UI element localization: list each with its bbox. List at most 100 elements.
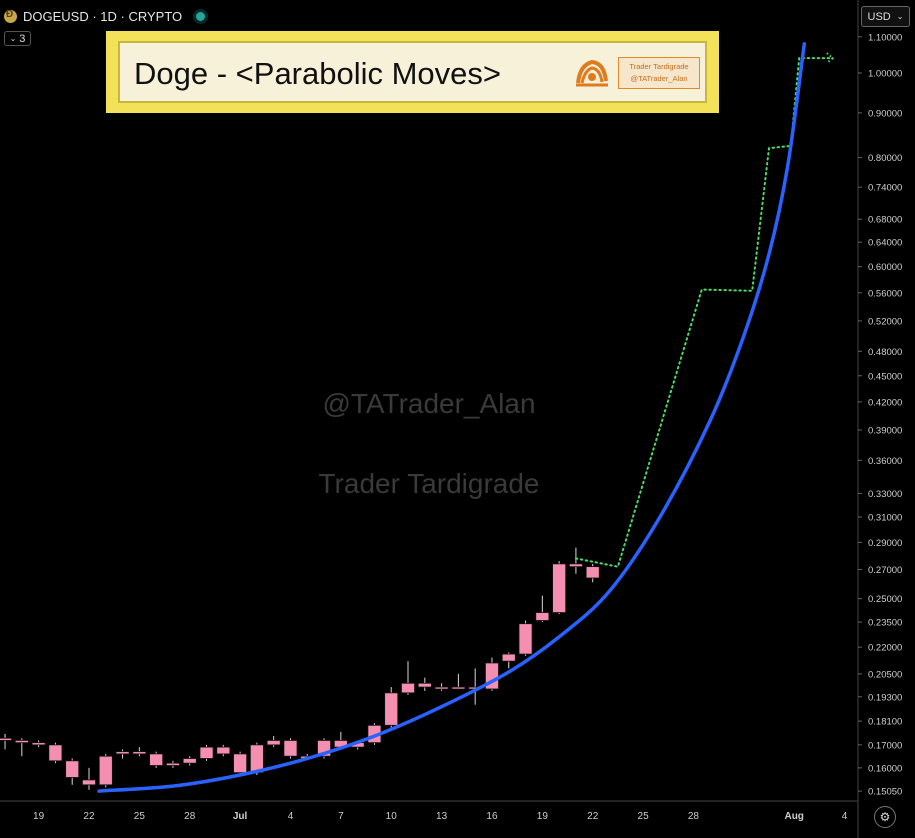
- candle-body: [501, 653, 516, 662]
- price-tick-label: 0.20500: [868, 669, 902, 680]
- candle: [182, 756, 197, 766]
- projection-path: [574, 57, 834, 568]
- time-tick-label: 22: [587, 811, 599, 822]
- tardigrade-logo-icon: [576, 59, 608, 87]
- symbol-bar[interactable]: DOGEUSD · 1D · CRYPTO: [4, 6, 206, 26]
- candle-body: [216, 746, 231, 755]
- currency-label: USD: [867, 10, 891, 23]
- price-tick-label: 0.29000: [868, 538, 902, 549]
- candle-body: [568, 563, 583, 568]
- price-tick-label: 0.33000: [868, 489, 902, 500]
- price-tick-label: 0.27000: [868, 565, 902, 576]
- candle: [535, 595, 550, 623]
- candle-body: [233, 753, 248, 774]
- candle-body: [535, 612, 550, 621]
- time-tick-label: 19: [33, 811, 45, 822]
- candle: [401, 661, 415, 695]
- candle: [48, 742, 63, 764]
- price-tick-label: 0.42000: [868, 397, 902, 408]
- candle-body: [14, 740, 29, 744]
- time-tick-label: 25: [134, 811, 146, 822]
- currency-select[interactable]: USD ⌄: [861, 6, 910, 27]
- candle-body: [115, 751, 130, 755]
- time-tick-label: Aug: [784, 811, 803, 822]
- candle-body: [552, 563, 567, 613]
- candle-body: [451, 686, 466, 690]
- time-tick-label: 4: [842, 811, 848, 822]
- candle-body: [31, 742, 46, 746]
- candle: [501, 652, 516, 669]
- price-tick-label: 0.68000: [868, 215, 902, 226]
- candle: [199, 744, 214, 761]
- candle-body: [65, 760, 80, 778]
- brand-card: Trader Tardigrade @TATrader_Alan: [618, 57, 700, 89]
- candle: [417, 677, 432, 691]
- price-tick-label: 1.10000: [868, 32, 902, 43]
- title-banner: Doge - <Parabolic Moves> Trader Tardigra…: [106, 31, 719, 113]
- time-tick-label: 25: [638, 811, 650, 822]
- time-tick-label: 13: [436, 811, 448, 822]
- parabolic-curve: [97, 42, 807, 793]
- indicators-toggle-button[interactable]: ⌄ 3: [4, 31, 31, 46]
- price-tick-label: 1.00000: [868, 68, 902, 79]
- candle: [14, 738, 29, 757]
- candle: [266, 736, 281, 748]
- time-tick-label: 10: [386, 811, 398, 822]
- candle-body: [98, 755, 113, 786]
- price-tick-label: 0.22000: [868, 643, 902, 654]
- candle: [216, 744, 231, 757]
- candle: [485, 657, 499, 691]
- candle-body: [82, 779, 96, 786]
- candle: [518, 620, 533, 656]
- candle-body: [283, 740, 298, 757]
- chevron-down-icon: ⌄: [9, 34, 17, 43]
- candle: [434, 683, 449, 691]
- price-tick-label: 0.25000: [868, 594, 902, 605]
- candle: [98, 753, 113, 788]
- price-tick-label: 0.23500: [868, 618, 902, 629]
- candle-body: [132, 751, 147, 755]
- time-tick-label: 7: [338, 811, 344, 822]
- gear-icon[interactable]: ⚙: [874, 806, 896, 828]
- candle-body: [266, 740, 281, 746]
- candle-body: [434, 686, 449, 690]
- price-tick-label: 0.31000: [868, 513, 902, 524]
- candle-body: [149, 753, 164, 766]
- candle: [132, 747, 147, 757]
- candle-body: [249, 744, 264, 774]
- chart-title: Doge - <Parabolic Moves>: [134, 56, 502, 91]
- candle-body: [384, 692, 399, 726]
- candle: [283, 738, 298, 759]
- candle-body: [182, 758, 197, 764]
- candle: [31, 740, 46, 748]
- price-tick-label: 0.16000: [868, 763, 902, 774]
- title-panel: Doge - <Parabolic Moves> Trader Tardigra…: [118, 41, 707, 103]
- time-tick-label: 28: [688, 811, 700, 822]
- candle: [82, 767, 96, 790]
- candle-body: [199, 746, 214, 759]
- dogecoin-icon: [4, 9, 17, 23]
- price-tick-label: 0.80000: [868, 153, 902, 164]
- time-tick-label: 4: [288, 811, 294, 822]
- candle: [451, 673, 466, 690]
- price-tick-label: 0.56000: [868, 288, 902, 299]
- price-tick-label: 0.17000: [868, 740, 902, 751]
- price-tick-label: 0.36000: [868, 456, 902, 467]
- price-tick-label: 0.18100: [868, 717, 902, 728]
- price-tick-label: 0.64000: [868, 238, 902, 249]
- price-tick-label: 0.45000: [868, 371, 902, 382]
- candle: [585, 563, 600, 583]
- time-tick-label: Jul: [233, 811, 248, 822]
- candle-body: [165, 762, 180, 766]
- indicator-count: 3: [19, 32, 26, 45]
- candle: [384, 687, 399, 728]
- chevron-down-icon: ⌄: [896, 12, 904, 21]
- candle: [165, 760, 180, 768]
- candle-body: [417, 682, 432, 688]
- brand-name: Trader Tardigrade: [629, 62, 689, 71]
- price-tick-label: 0.52000: [868, 316, 902, 327]
- price-tick-label: 0.39000: [868, 426, 902, 437]
- candle-body: [585, 566, 600, 579]
